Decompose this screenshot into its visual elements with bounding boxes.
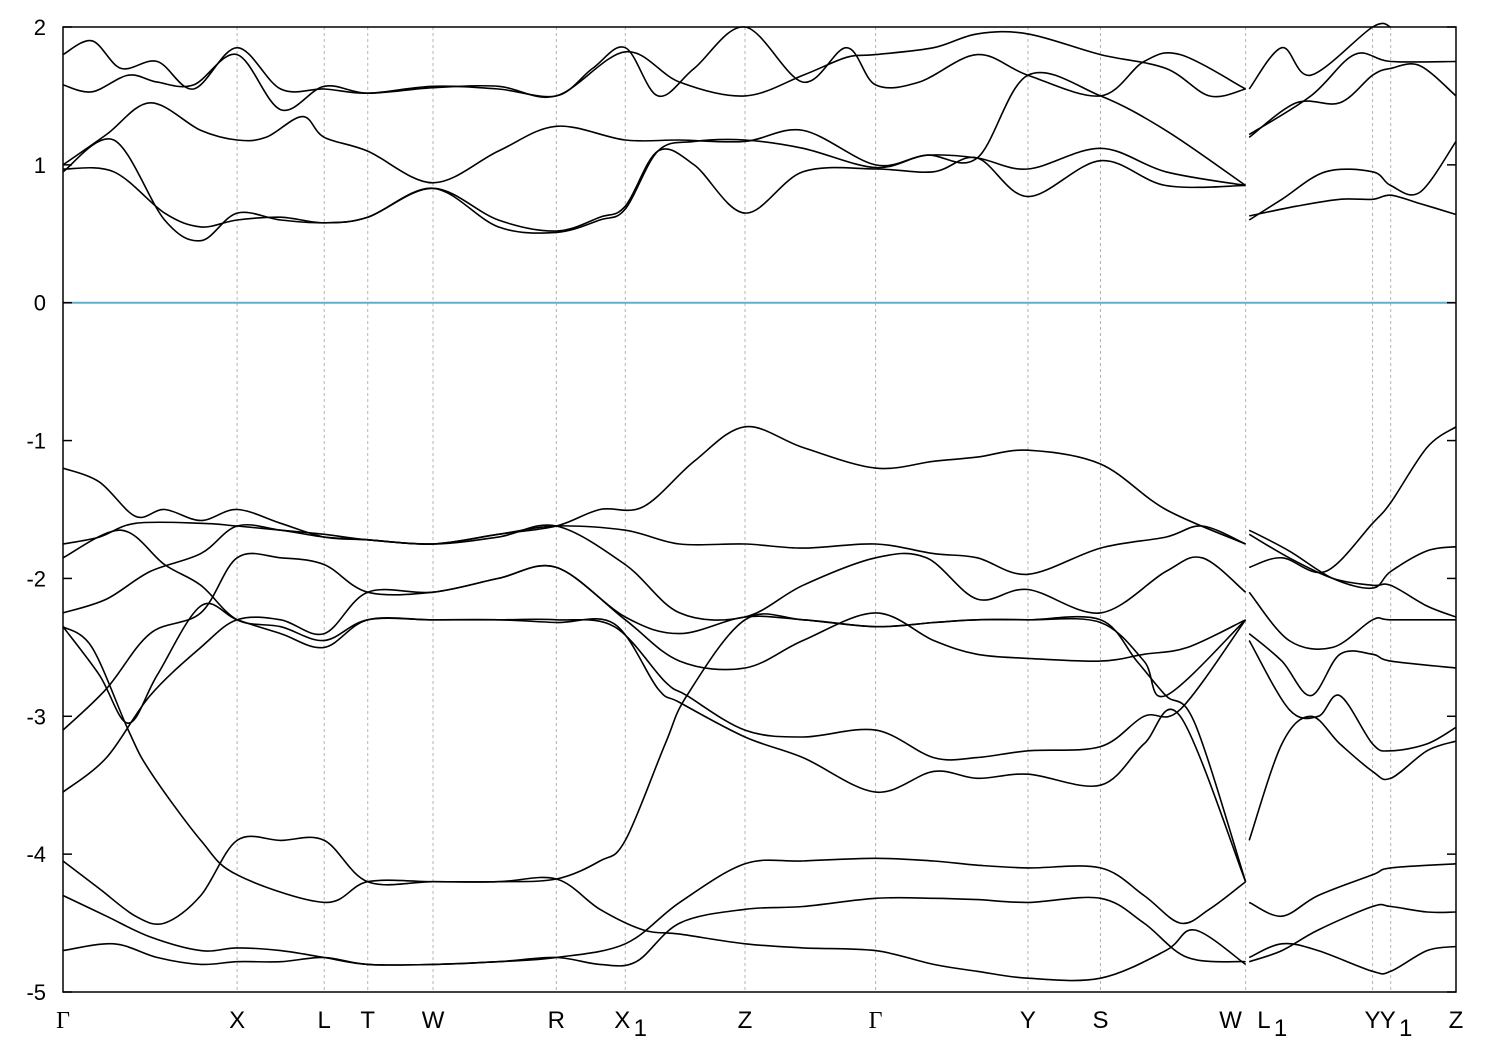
- y-tick-label: -3: [26, 704, 46, 729]
- kpoint-label: X: [229, 1007, 245, 1034]
- kpoint-grid: [236, 27, 1392, 992]
- band-line-12: [62, 521, 1247, 621]
- kpoint-label: Y: [1365, 1007, 1381, 1034]
- band-line-25: [1248, 632, 1457, 697]
- band-line-13: [62, 529, 1247, 882]
- kpoint-label-subscript: 1: [1274, 1015, 1287, 1042]
- kpoint-label: L: [318, 1007, 331, 1034]
- band-line-28: [1248, 715, 1457, 841]
- kpoint-label: Y: [1020, 1007, 1036, 1034]
- band-line-6: [1248, 63, 1457, 138]
- band-line-15: [62, 602, 1247, 761]
- band-line-20: [62, 894, 1246, 967]
- kpoint-label: S: [1092, 1007, 1108, 1034]
- band-line-5: [62, 71, 1247, 234]
- band-line-30: [1248, 942, 1457, 975]
- y-tick-label: -1: [26, 429, 46, 454]
- kpoint-label: Z: [1449, 1007, 1464, 1034]
- kpoint-label: Γ: [869, 1008, 883, 1034]
- y-tick-label: -5: [26, 980, 46, 1005]
- y-tick-label: 0: [34, 291, 46, 316]
- kpoint-label: W: [422, 1007, 445, 1034]
- band-line-23: [1248, 533, 1457, 618]
- band-line-1: [62, 26, 1246, 98]
- band-line-22: [1248, 529, 1457, 590]
- plot-border: [62, 26, 1457, 993]
- band-line-31: [1248, 903, 1457, 963]
- kpoint-label: Γ: [56, 1008, 70, 1034]
- band-line-26: [1248, 640, 1457, 752]
- band-line-14: [62, 523, 1246, 614]
- band-line-17: [62, 564, 1247, 793]
- y-axis-ticks: -5 -4 -3 -2 -1 0 1 2: [26, 15, 1456, 1005]
- band-line-18: [62, 613, 1247, 904]
- band-line-2: [62, 30, 1246, 112]
- band-line-10: [1248, 52, 1457, 136]
- y-tick-label: -2: [26, 566, 46, 591]
- band-line-29: [1248, 863, 1457, 918]
- kpoint-label: L: [1257, 1007, 1270, 1034]
- plot-frame: [62, 26, 1457, 993]
- kpoint-label: W: [1219, 1007, 1242, 1034]
- band-line-8: [1248, 140, 1457, 221]
- band-line-11: [62, 425, 1246, 545]
- kpoint-label: Z: [738, 1007, 753, 1034]
- kpoint-label: Y: [1380, 1007, 1396, 1034]
- band-line-19: [62, 835, 1247, 982]
- y-tick-label: 2: [34, 15, 46, 40]
- band-line-7: [1248, 22, 1391, 90]
- band-lines: [62, 22, 1457, 982]
- band-line-9: [1249, 194, 1457, 217]
- kpoint-label: R: [548, 1007, 565, 1034]
- band-line-24: [1248, 426, 1457, 574]
- kpoint-label: X: [614, 1007, 630, 1034]
- band-line-4: [62, 138, 1246, 242]
- kpoint-label-subscript: 1: [1399, 1015, 1412, 1042]
- kpoint-label-subscript: 1: [634, 1015, 647, 1042]
- band-line-21: [62, 857, 1247, 966]
- band-line-27: [1248, 591, 1456, 650]
- kpoint-label: T: [360, 1007, 375, 1034]
- y-tick-label: 1: [34, 153, 46, 178]
- band-line-3: [62, 101, 1246, 187]
- band-line-16: [62, 552, 1246, 731]
- y-tick-label: -4: [26, 842, 46, 867]
